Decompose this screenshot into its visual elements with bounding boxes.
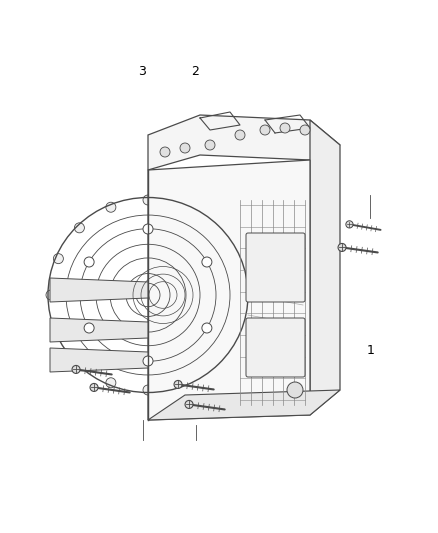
Circle shape — [53, 254, 64, 264]
Polygon shape — [148, 115, 340, 170]
Text: 2: 2 — [191, 66, 199, 78]
Circle shape — [106, 202, 116, 212]
Circle shape — [174, 381, 182, 389]
Circle shape — [235, 130, 245, 140]
Circle shape — [84, 323, 94, 333]
FancyBboxPatch shape — [246, 318, 305, 377]
Circle shape — [260, 125, 270, 135]
Circle shape — [240, 290, 250, 300]
Polygon shape — [148, 160, 310, 420]
Circle shape — [74, 223, 85, 233]
Circle shape — [233, 254, 243, 264]
Circle shape — [205, 140, 215, 150]
Circle shape — [233, 326, 243, 336]
Circle shape — [74, 357, 85, 367]
Text: 1: 1 — [366, 344, 374, 357]
Polygon shape — [310, 120, 340, 415]
Text: 3: 3 — [138, 66, 146, 78]
Circle shape — [212, 223, 222, 233]
Circle shape — [53, 326, 64, 336]
FancyBboxPatch shape — [246, 233, 305, 302]
Circle shape — [202, 257, 212, 267]
Polygon shape — [50, 278, 148, 302]
Polygon shape — [50, 318, 148, 342]
Circle shape — [180, 378, 190, 388]
Circle shape — [84, 257, 94, 267]
Circle shape — [90, 383, 98, 391]
Circle shape — [185, 400, 193, 408]
Circle shape — [287, 382, 303, 398]
Polygon shape — [148, 390, 340, 420]
Circle shape — [212, 357, 222, 367]
Circle shape — [72, 366, 80, 374]
Circle shape — [143, 224, 153, 234]
Circle shape — [180, 202, 190, 212]
Circle shape — [143, 356, 153, 366]
Circle shape — [143, 385, 153, 395]
Polygon shape — [50, 348, 148, 372]
Circle shape — [143, 195, 153, 205]
Circle shape — [280, 123, 290, 133]
Circle shape — [46, 290, 56, 300]
Circle shape — [300, 125, 310, 135]
Circle shape — [202, 323, 212, 333]
Circle shape — [338, 244, 346, 252]
Circle shape — [106, 378, 116, 388]
Circle shape — [180, 143, 190, 153]
Circle shape — [346, 221, 353, 228]
Circle shape — [160, 147, 170, 157]
